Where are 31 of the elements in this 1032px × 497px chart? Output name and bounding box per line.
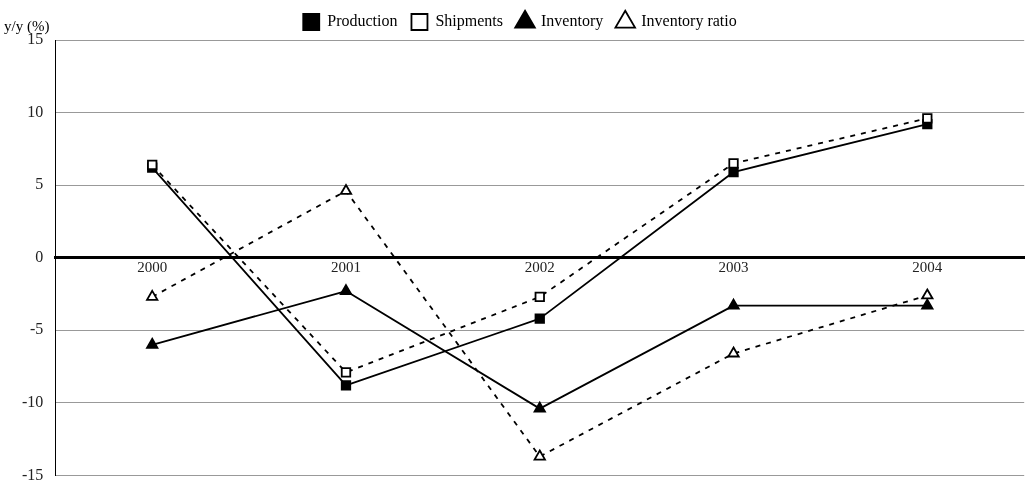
y-tick-label: 5 (35, 175, 44, 193)
point (533, 401, 546, 413)
legend-label: Inventory (541, 12, 604, 31)
x-tick-label: 2003 (718, 258, 749, 275)
point (340, 380, 352, 391)
x-tick-label: 2002 (524, 258, 555, 275)
x-tick-label: 2001 (330, 258, 361, 275)
point (340, 367, 352, 378)
point (727, 346, 740, 358)
x-tick-label: 2004 (912, 258, 943, 275)
legend-label: Production (327, 12, 398, 30)
point (146, 337, 159, 349)
point (533, 449, 546, 461)
y-tick-label: -15 (22, 465, 44, 483)
point (921, 288, 934, 300)
y-tick-label: 0 (35, 247, 44, 265)
y-tick-label: -10 (22, 393, 44, 411)
point (921, 298, 934, 310)
point (728, 158, 739, 169)
y-tick-label: -5 (30, 320, 44, 338)
point (534, 291, 545, 303)
legend-label: Inventory ratio (641, 12, 737, 31)
y-tick-label: 10 (27, 102, 44, 120)
point (534, 313, 545, 324)
x-tick-label: 2000 (137, 258, 168, 275)
point (922, 113, 933, 124)
point (339, 184, 353, 195)
point (146, 289, 159, 301)
point (339, 284, 353, 295)
point (727, 298, 740, 310)
legend-label: Shipments (435, 12, 504, 31)
